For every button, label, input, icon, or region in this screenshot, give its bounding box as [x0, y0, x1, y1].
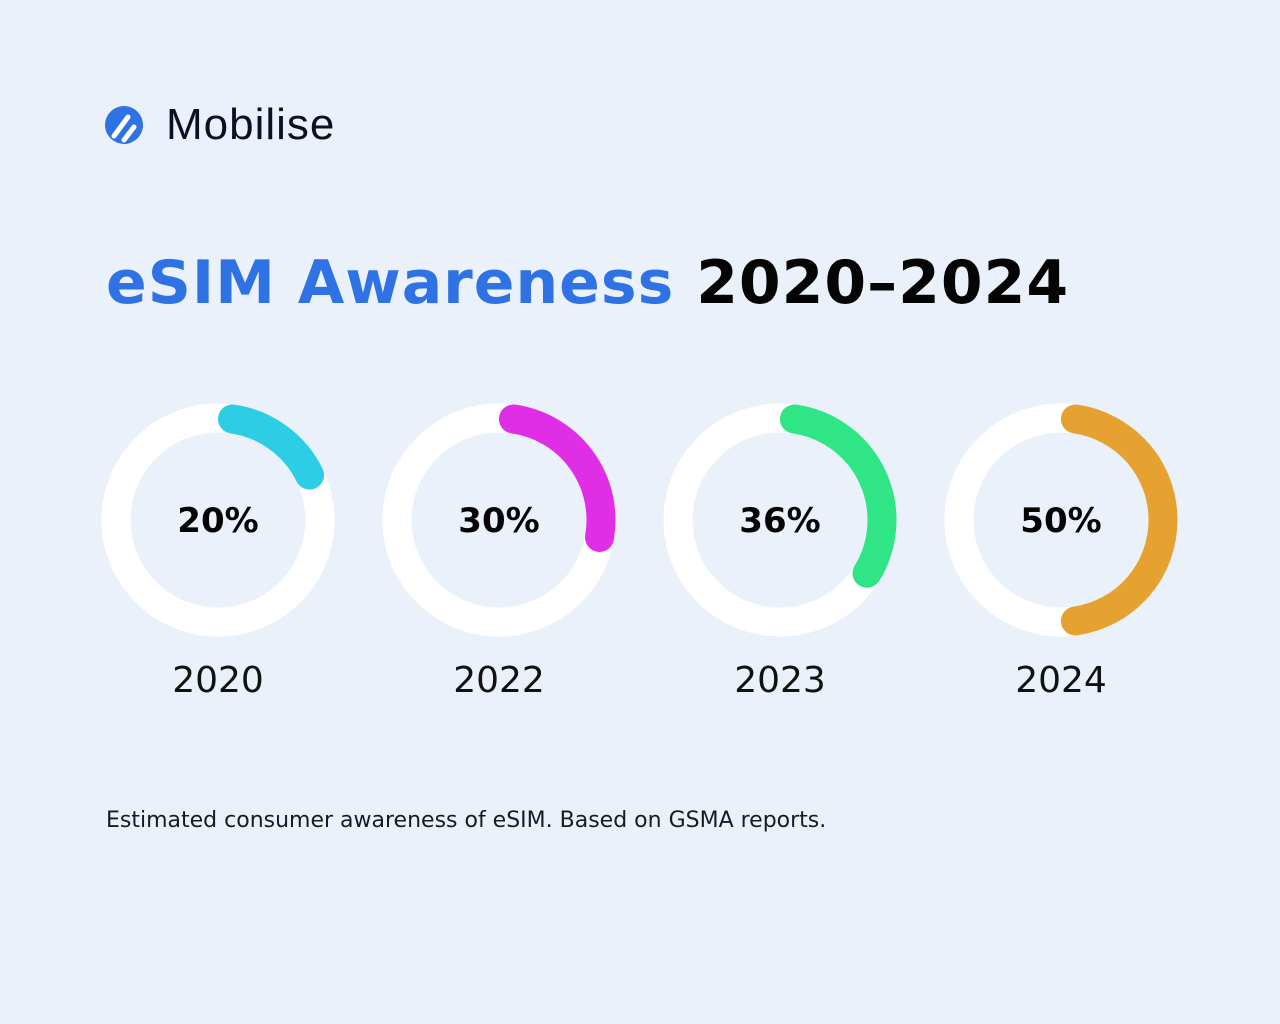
brand-name: Mobilise: [166, 100, 336, 149]
year-label: 2023: [734, 660, 826, 701]
year-label: 2022: [453, 660, 545, 701]
donut-arc-2022: [498, 404, 616, 552]
donut-arc-2024: [1060, 404, 1178, 636]
title-years: 2020–2024: [696, 248, 1070, 318]
value-label: 36%: [739, 501, 820, 541]
value-label: 30%: [458, 501, 539, 541]
page-title: eSIM Awareness 2020–2024: [106, 248, 1069, 318]
mobilise-logo-icon: [105, 106, 143, 144]
value-label: 20%: [177, 501, 258, 541]
year-label: 2024: [1015, 660, 1107, 701]
year-label: 2020: [172, 660, 264, 701]
donut-arc-2023: [779, 404, 897, 588]
title-highlight: eSIM Awareness: [106, 248, 675, 318]
donut-arc-2020: [217, 404, 325, 490]
brand-logo: Mobilise: [104, 100, 335, 150]
donut-chart: 20% 2020 30% 2022 36% 2023 50% 2024: [101, 403, 1178, 701]
footnote: Estimated consumer awareness of eSIM. Ba…: [106, 808, 827, 833]
value-label: 50%: [1020, 501, 1101, 541]
